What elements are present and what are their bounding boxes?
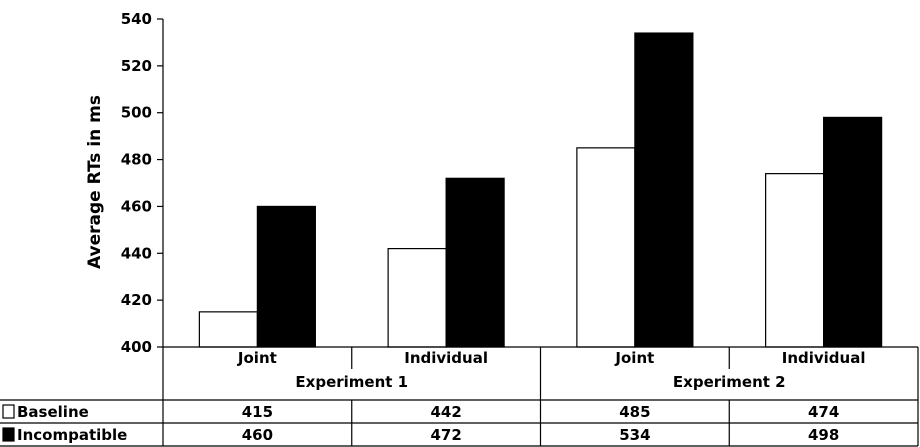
data-label: 472	[430, 426, 461, 444]
data-label: 442	[430, 403, 461, 421]
legend-label-baseline: Baseline	[17, 403, 89, 421]
data-label: 534	[619, 426, 650, 444]
bar-incompatible	[445, 177, 505, 348]
bar-baseline	[387, 248, 447, 348]
y-axis-label: Average RTs in ms	[85, 95, 105, 269]
data-table: Joint Individual Joint Individual Experiment…	[0, 346, 919, 447]
bar-baseline	[198, 311, 258, 348]
y-tick-label: 500	[121, 104, 152, 122]
y-axis-ticks: 400 420 440 460 480 500 520 540	[121, 10, 164, 356]
data-label: 415	[242, 403, 273, 421]
y-tick-label: 520	[121, 57, 152, 75]
data-label: 485	[619, 403, 650, 421]
legend-swatch-baseline	[2, 404, 15, 419]
bars	[198, 32, 883, 348]
bar-baseline	[765, 173, 825, 348]
group-label: Experiment 1	[295, 373, 408, 391]
data-label: 498	[808, 426, 839, 444]
data-label: 460	[242, 426, 273, 444]
category-label: Joint	[237, 349, 277, 367]
y-tick-label: 420	[121, 291, 152, 309]
category-label: Joint	[614, 349, 654, 367]
legend-swatch-incompatible	[2, 427, 15, 442]
y-tick-label: 400	[121, 338, 152, 356]
bar-incompatible	[256, 205, 316, 348]
y-tick-label: 540	[121, 10, 152, 28]
y-tick-label: 480	[121, 151, 152, 169]
category-label: Individual	[782, 349, 866, 367]
y-tick-label: 440	[121, 244, 152, 262]
legend-label-incompatible: Incompatible	[17, 426, 127, 444]
bar-incompatible	[634, 32, 694, 348]
y-tick-label: 460	[121, 197, 152, 215]
bar-baseline	[576, 147, 636, 348]
bar-incompatible	[823, 116, 883, 348]
data-label: 474	[808, 403, 839, 421]
group-label: Experiment 2	[673, 373, 786, 391]
category-label: Individual	[404, 349, 488, 367]
